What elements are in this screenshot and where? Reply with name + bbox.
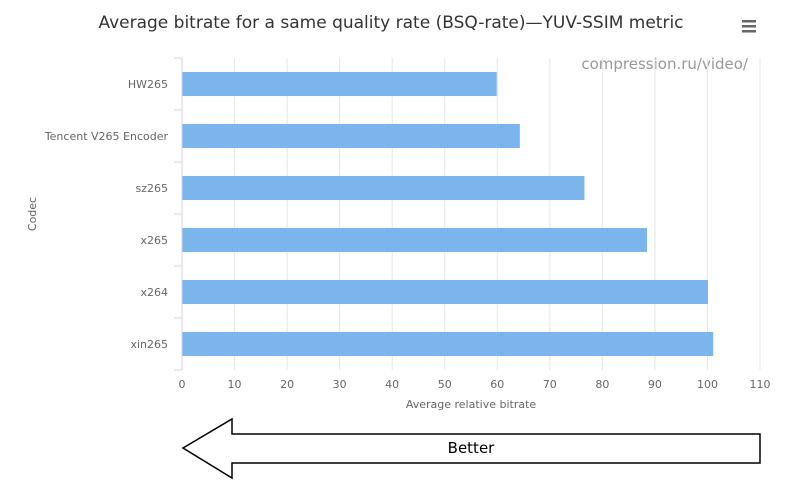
x-tick-label: 80 (595, 378, 609, 391)
y-tick-label: xin265 (130, 338, 168, 351)
bar (182, 332, 714, 356)
x-tick-label: 70 (543, 378, 557, 391)
x-tick-label: 90 (648, 378, 662, 391)
x-tick-label: 30 (333, 378, 347, 391)
chart-title: Average bitrate for a same quality rate … (98, 13, 683, 33)
y-tick-label: x264 (140, 286, 168, 299)
x-tick-label: 20 (280, 378, 294, 391)
better-arrow: Better (181, 417, 761, 480)
y-tick-label: sz265 (135, 182, 168, 195)
y-tick-label: x265 (140, 234, 168, 247)
x-axis-title: Average relative bitrate (406, 398, 537, 411)
hamburger-menu-icon (742, 20, 756, 23)
x-tick-label: 110 (750, 378, 771, 391)
menu-button[interactable] (740, 17, 758, 35)
x-tick-label: 40 (385, 378, 399, 391)
bar (182, 280, 708, 304)
y-tick-label: Tencent V265 Encoder (44, 130, 169, 143)
x-tick-label: 0 (179, 378, 186, 391)
y-tick-label: HW265 (128, 78, 168, 91)
x-tick-label: 100 (697, 378, 718, 391)
x-tick-label: 60 (490, 378, 504, 391)
bar (182, 124, 520, 148)
better-label: Better (448, 439, 496, 457)
bar (182, 72, 497, 96)
credit-text[interactable]: compression.ru/video/ (581, 55, 749, 73)
y-axis-title: Codec (26, 197, 39, 231)
bar (182, 176, 585, 200)
bar (182, 228, 648, 252)
x-tick-label: 50 (438, 378, 452, 391)
x-tick-label: 10 (228, 378, 242, 391)
